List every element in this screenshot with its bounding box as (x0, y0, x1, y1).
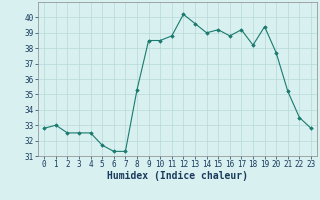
X-axis label: Humidex (Indice chaleur): Humidex (Indice chaleur) (107, 171, 248, 181)
